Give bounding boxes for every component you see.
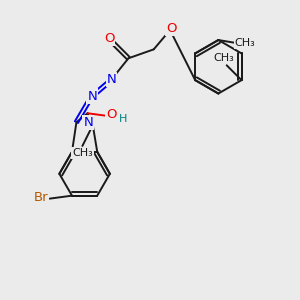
Text: N: N: [87, 89, 97, 103]
Text: Br: Br: [34, 190, 48, 204]
Text: N: N: [83, 116, 93, 129]
Text: N: N: [106, 73, 116, 86]
Text: CH₃: CH₃: [72, 148, 93, 158]
Text: CH₃: CH₃: [235, 38, 256, 48]
Text: H: H: [119, 114, 128, 124]
Text: O: O: [104, 32, 114, 45]
Text: CH₃: CH₃: [213, 53, 234, 63]
Text: O: O: [106, 108, 117, 121]
Text: O: O: [166, 22, 177, 35]
